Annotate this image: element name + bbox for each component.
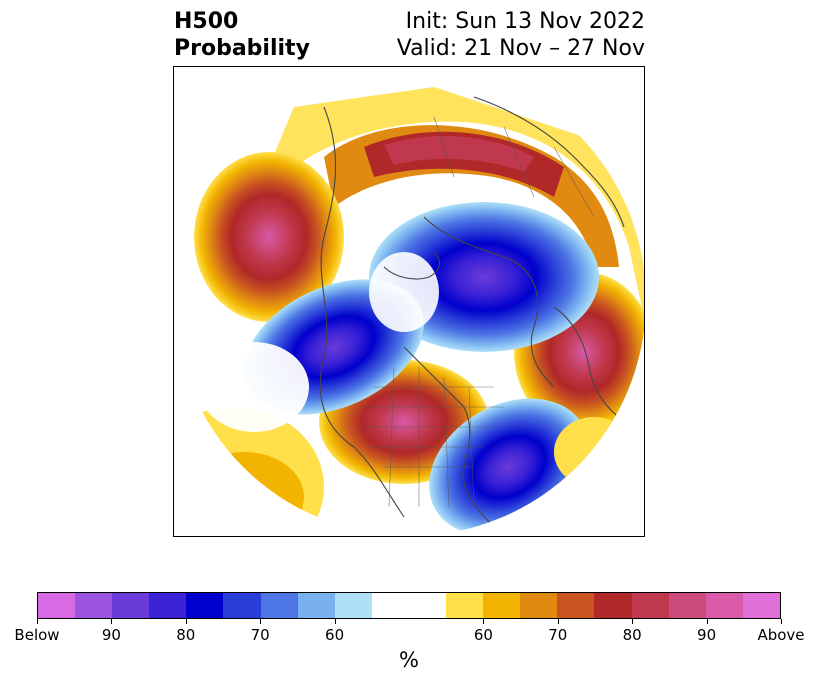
map-title: H500 Probability xyxy=(174,8,310,62)
colorbar-tick-label: 60 xyxy=(325,626,345,644)
coastlines xyxy=(319,96,635,528)
colorbar-tick-label: Below xyxy=(14,626,60,644)
colorbar-segment xyxy=(742,593,780,618)
title-line-1: H500 xyxy=(174,9,239,34)
colorbar-tick-label: 60 xyxy=(473,626,493,644)
colorbar-tick-mark xyxy=(557,619,559,624)
colorbar-tick-label: 90 xyxy=(101,626,121,644)
colorbar-segment xyxy=(75,593,113,618)
colorbar-segment xyxy=(594,593,632,618)
colorbar-tick-mark xyxy=(483,619,485,624)
colorbar-tick-label: 80 xyxy=(176,626,196,644)
colorbar-segment xyxy=(446,593,484,618)
colorbar-segment xyxy=(371,593,409,618)
colorbar-segment xyxy=(149,593,187,618)
colorbar-segment xyxy=(38,593,76,618)
colorbar-segment xyxy=(408,593,447,618)
colorbar-tick-mark xyxy=(111,619,113,624)
colorbar-tick-label: 70 xyxy=(548,626,568,644)
colorbar-segment xyxy=(520,593,558,618)
colorbar-segment xyxy=(112,593,150,618)
anomaly-above-alaska xyxy=(194,152,344,322)
colorbar-segment xyxy=(705,593,743,618)
colorbar-tick-mark xyxy=(632,619,634,624)
colorbar-segment xyxy=(223,593,261,618)
colorbar-tick-mark xyxy=(37,619,38,624)
colorbar-tick-label: 80 xyxy=(622,626,642,644)
colorbar-tick-mark xyxy=(781,619,782,624)
colorbar-tick-label: Above xyxy=(757,626,805,644)
colorbar-tick-label: 70 xyxy=(250,626,270,644)
colorbar-segment xyxy=(186,593,224,618)
map-svg xyxy=(174,67,644,536)
colorbar-segment xyxy=(297,593,335,618)
colorbar-segment xyxy=(631,593,669,618)
colorbar-tick-label: 90 xyxy=(697,626,717,644)
colorbar-tick-mark xyxy=(185,619,187,624)
probability-map xyxy=(173,66,645,537)
colorbar-tick-mark xyxy=(706,619,708,624)
colorbar xyxy=(37,592,781,619)
map-subtitle: Init: Sun 13 Nov 2022 Valid: 21 Nov – 27… xyxy=(397,8,645,62)
title-line-2: Probability xyxy=(174,36,310,61)
colorbar-segment xyxy=(668,593,706,618)
colorbar-segment xyxy=(483,593,521,618)
valid-range-label: Valid: 21 Nov – 27 Nov xyxy=(396,36,645,61)
colorbar-segment xyxy=(260,593,298,618)
colorbar-unit-label: % xyxy=(399,648,419,672)
colorbar-tick-mark xyxy=(260,619,262,624)
colorbar-segment xyxy=(334,593,372,618)
colorbar-tick-mark xyxy=(334,619,336,624)
colorbar-segment xyxy=(557,593,595,618)
init-date-label: Init: Sun 13 Nov 2022 xyxy=(405,9,645,34)
